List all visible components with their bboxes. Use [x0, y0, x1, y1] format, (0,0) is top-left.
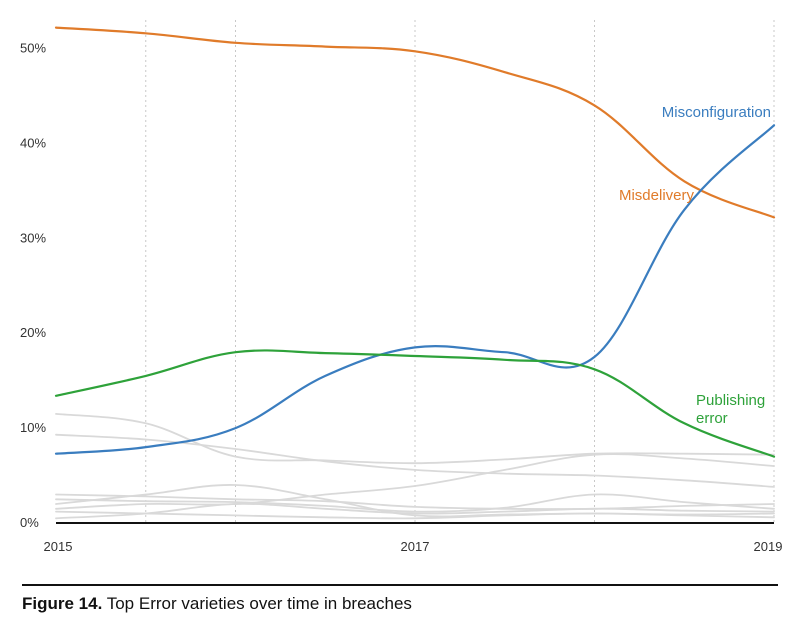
y-tick-label-2: 20%	[20, 325, 46, 340]
series-line-other-variety-d	[55, 493, 775, 511]
line-chart: 0% 10% 20% 30% 40% 50% 2015 2017 2019 Misdeliver…	[20, 20, 782, 554]
series-label-misdelivery: Misdelivery	[619, 187, 695, 204]
series-label-publishing-error-line-0: Publishing	[696, 392, 765, 409]
series-labels: Misdelivery Misconfiguration Publishingerr…	[619, 104, 771, 427]
series-line-misconfiguration	[54, 124, 776, 455]
y-tick-label-5: 50%	[20, 40, 46, 55]
series-line-other-variety-a	[55, 413, 775, 465]
y-tick-label-3: 30%	[20, 230, 46, 245]
series-line-other-variety-c	[55, 453, 775, 510]
x-tick-label-0: 2015	[44, 539, 73, 554]
y-tick-label-4: 40%	[20, 135, 46, 150]
caption-rule	[22, 584, 778, 586]
series-line-publishing-error	[54, 349, 776, 458]
series-line-other-variety-h	[55, 510, 775, 520]
x-tick-label-2: 2019	[754, 539, 783, 554]
gridlines	[145, 20, 775, 523]
series-line-misdelivery	[54, 26, 776, 219]
caption-text: Top Error varieties over time in breache…	[102, 594, 412, 613]
y-tick-label-1: 10%	[20, 420, 46, 435]
series-line-other-variety-g	[55, 502, 775, 520]
series-lines	[54, 26, 776, 520]
axes: 0% 10% 20% 30% 40% 50% 2015 2017 2019	[20, 40, 782, 554]
series-label-misconfiguration: Misconfiguration	[662, 104, 771, 121]
series-label-publishing-error-line-1: error	[696, 410, 728, 427]
y-tick-label-0: 0%	[20, 515, 39, 530]
figure-caption: Figure 14. Top Error varieties over time…	[22, 594, 412, 614]
figure-label: Figure 14.	[22, 594, 103, 613]
x-tick-label-1: 2017	[401, 539, 430, 554]
series-line-other-variety-b	[55, 433, 775, 488]
series-line-other-variety-e	[55, 493, 775, 513]
